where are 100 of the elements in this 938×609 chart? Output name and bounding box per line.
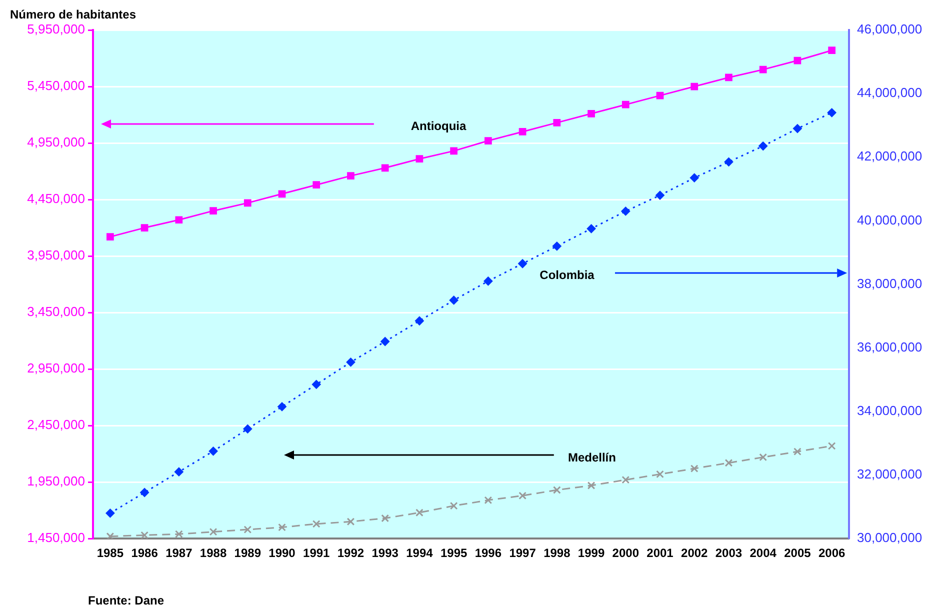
point xyxy=(450,147,458,155)
point xyxy=(552,486,561,494)
x-tick-label: 1986 xyxy=(131,546,158,560)
point xyxy=(208,446,218,456)
y2-tick-label: 44,000,000 xyxy=(857,85,922,100)
point xyxy=(347,172,354,180)
point xyxy=(346,518,355,526)
y-tick-label: 5,950,000 xyxy=(27,22,85,37)
point xyxy=(827,108,836,118)
point xyxy=(416,155,424,163)
point xyxy=(484,496,492,504)
y-axis-title: Número de habitantes xyxy=(10,7,136,22)
point xyxy=(792,124,802,134)
point xyxy=(174,530,183,538)
point xyxy=(312,380,321,389)
point xyxy=(106,508,115,518)
point xyxy=(552,242,562,251)
point xyxy=(243,424,252,434)
x-tick-label: 1988 xyxy=(200,546,227,560)
source-note: Fuente: Dane xyxy=(88,593,164,608)
point xyxy=(690,82,698,90)
point xyxy=(518,259,528,268)
point xyxy=(656,470,664,478)
point xyxy=(656,92,664,100)
x-tick-label: 1995 xyxy=(440,546,468,560)
x-tick-label: 2002 xyxy=(681,546,708,560)
point xyxy=(484,276,493,286)
point xyxy=(140,224,148,232)
point xyxy=(828,46,836,54)
point xyxy=(106,532,114,539)
y-tick-label: 3,950,000 xyxy=(27,248,85,263)
point xyxy=(621,206,630,216)
point xyxy=(210,207,217,215)
point xyxy=(484,137,492,144)
point xyxy=(518,492,526,500)
y2-tick-label: 38,000,000 xyxy=(857,276,922,291)
x-tick-label: 1994 xyxy=(406,546,434,560)
x-tick-label: 2001 xyxy=(646,546,674,560)
x-tick-label: 1996 xyxy=(474,546,502,560)
point xyxy=(553,118,561,126)
series-label: Colombia xyxy=(540,268,595,282)
point xyxy=(587,482,596,490)
point xyxy=(414,316,424,326)
y2-tick-label: 36,000,000 xyxy=(857,339,922,354)
x-tick-label: 1987 xyxy=(166,546,193,560)
point xyxy=(724,157,734,166)
point xyxy=(690,464,698,472)
x-tick-label: 1997 xyxy=(509,546,536,560)
series-label: Medellín xyxy=(568,450,616,465)
point xyxy=(209,528,218,536)
point xyxy=(794,56,802,64)
point xyxy=(724,458,733,467)
point xyxy=(725,74,732,82)
point xyxy=(140,488,150,498)
point xyxy=(175,216,183,224)
y-tick-label: 5,450,000 xyxy=(27,78,85,94)
x-tick-label: 1993 xyxy=(372,546,399,560)
x-tick-label: 1992 xyxy=(337,546,364,560)
point xyxy=(588,110,595,118)
point xyxy=(622,476,630,484)
point xyxy=(278,402,286,412)
series-label: Antioquia xyxy=(410,118,466,133)
point xyxy=(656,190,664,200)
x-tick-label: 1991 xyxy=(303,546,330,560)
y2-tick-label: 30,000,000 xyxy=(857,530,922,546)
y-tick-label: 4,950,000 xyxy=(27,134,85,150)
point xyxy=(586,224,596,234)
point xyxy=(346,358,356,367)
y-tick-label: 1,950,000 xyxy=(27,474,85,489)
point xyxy=(759,66,767,74)
y2-tick-label: 32,000,000 xyxy=(857,466,922,482)
point xyxy=(416,508,424,517)
point xyxy=(140,531,148,539)
point xyxy=(278,523,286,532)
point xyxy=(380,337,390,346)
y-tick-label: 4,450,000 xyxy=(27,191,85,206)
point xyxy=(759,453,768,462)
point xyxy=(449,296,458,305)
y2-tick-label: 42,000,000 xyxy=(857,148,922,164)
point xyxy=(828,442,836,450)
point xyxy=(794,448,802,456)
point xyxy=(450,502,458,510)
y2-tick-label: 46,000,000 xyxy=(857,22,922,37)
point xyxy=(381,514,390,522)
x-tick-label: 1989 xyxy=(234,546,262,560)
y-tick-label: 2,950,000 xyxy=(27,360,85,376)
point xyxy=(622,100,630,108)
x-tick-label: 1998 xyxy=(544,546,571,560)
point xyxy=(690,173,699,182)
y-tick-label: 3,450,000 xyxy=(27,304,85,320)
point xyxy=(106,233,114,241)
y-tick-label: 1,450,000 xyxy=(27,530,85,546)
x-tick-label: 2000 xyxy=(612,546,640,560)
point xyxy=(244,526,252,534)
x-tick-label: 1990 xyxy=(268,546,296,560)
x-tick-label: 2003 xyxy=(715,546,742,560)
x-tick-label: 2006 xyxy=(818,546,846,560)
x-tick-label: 1985 xyxy=(96,546,124,560)
y2-tick-label: 34,000,000 xyxy=(857,403,922,418)
point xyxy=(312,181,320,189)
